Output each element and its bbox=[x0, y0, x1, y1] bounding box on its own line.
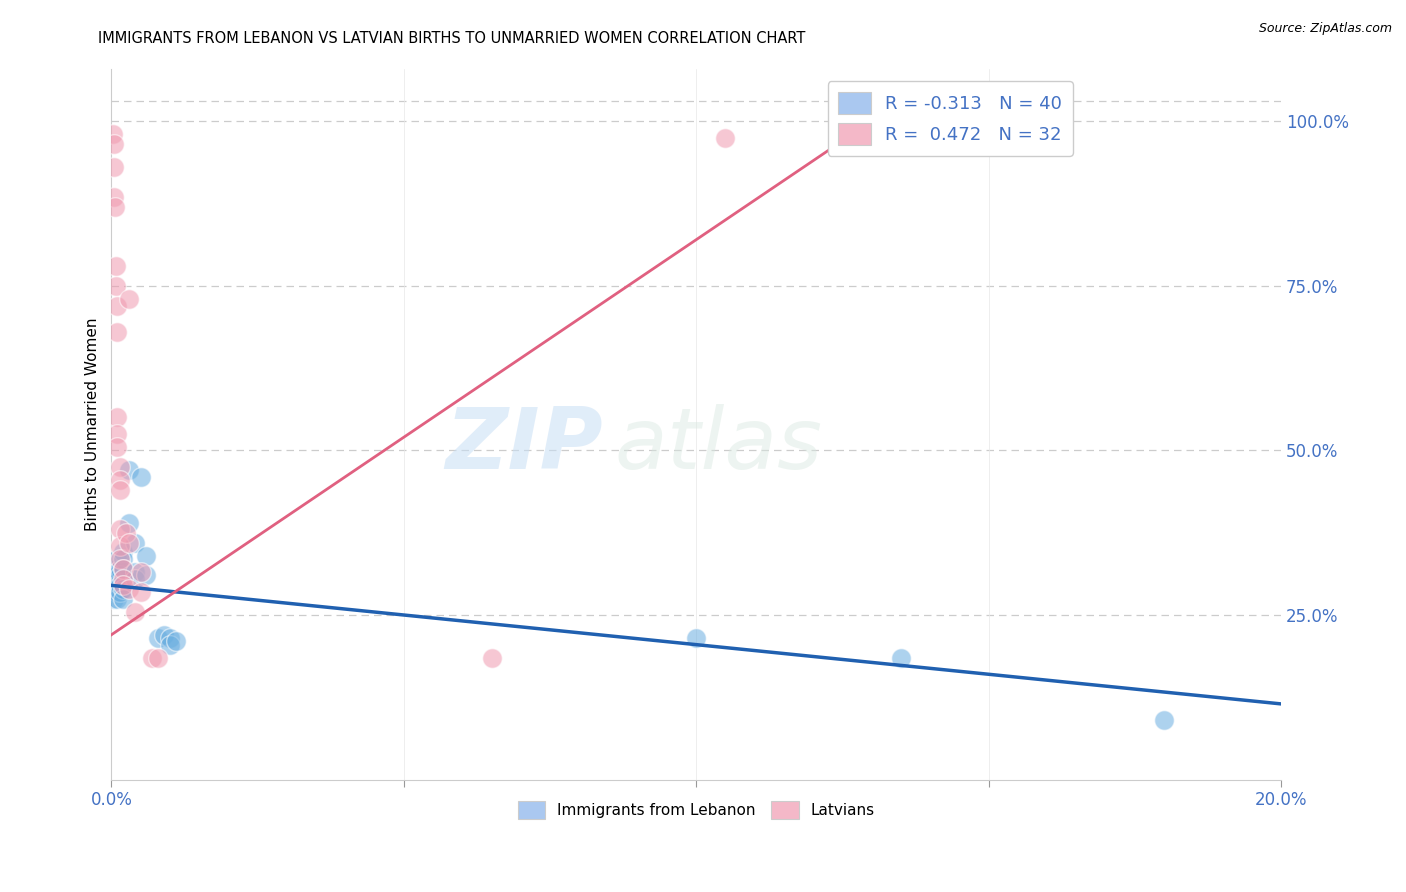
Point bbox=[101, 128, 124, 142]
Text: atlas: atlas bbox=[614, 404, 823, 487]
Point bbox=[105, 575, 128, 590]
Point bbox=[104, 568, 127, 582]
Point bbox=[108, 562, 131, 576]
Point bbox=[685, 631, 707, 645]
Point bbox=[103, 591, 125, 606]
Point bbox=[714, 130, 737, 145]
Point bbox=[118, 582, 141, 596]
Point bbox=[118, 463, 141, 477]
Point bbox=[124, 605, 146, 619]
Point bbox=[108, 523, 131, 537]
Point bbox=[118, 292, 141, 306]
Point bbox=[112, 545, 135, 559]
Point bbox=[105, 578, 128, 592]
Point bbox=[105, 552, 128, 566]
Point bbox=[129, 469, 152, 483]
Point bbox=[129, 585, 152, 599]
Point bbox=[105, 426, 128, 441]
Point bbox=[112, 552, 135, 566]
Point bbox=[105, 440, 128, 454]
Point bbox=[159, 631, 181, 645]
Point bbox=[124, 535, 146, 549]
Point bbox=[103, 585, 125, 599]
Point bbox=[103, 190, 125, 204]
Point bbox=[135, 549, 157, 563]
Point bbox=[108, 578, 131, 592]
Point bbox=[165, 634, 187, 648]
Point bbox=[104, 582, 127, 596]
Point bbox=[103, 137, 125, 152]
Point bbox=[105, 585, 128, 599]
Point bbox=[112, 591, 135, 606]
Point bbox=[112, 572, 135, 586]
Point bbox=[115, 525, 138, 540]
Legend: Immigrants from Lebanon, Latvians: Immigrants from Lebanon, Latvians bbox=[512, 795, 882, 825]
Point bbox=[105, 410, 128, 425]
Point bbox=[159, 638, 181, 652]
Point bbox=[112, 562, 135, 576]
Y-axis label: Births to Unmarried Women: Births to Unmarried Women bbox=[86, 318, 100, 531]
Point bbox=[105, 325, 128, 339]
Point bbox=[141, 650, 163, 665]
Point bbox=[104, 575, 127, 590]
Point bbox=[481, 650, 503, 665]
Point bbox=[112, 562, 135, 576]
Point bbox=[108, 459, 131, 474]
Point bbox=[108, 483, 131, 497]
Point bbox=[118, 535, 141, 549]
Point bbox=[108, 539, 131, 553]
Point bbox=[105, 568, 128, 582]
Point bbox=[124, 565, 146, 579]
Point bbox=[148, 631, 170, 645]
Point bbox=[103, 572, 125, 586]
Point bbox=[148, 650, 170, 665]
Point bbox=[105, 591, 128, 606]
Text: ZIP: ZIP bbox=[444, 404, 603, 487]
Point bbox=[104, 200, 127, 214]
Point bbox=[118, 516, 141, 530]
Point bbox=[124, 572, 146, 586]
Text: IMMIGRANTS FROM LEBANON VS LATVIAN BIRTHS TO UNMARRIED WOMEN CORRELATION CHART: IMMIGRANTS FROM LEBANON VS LATVIAN BIRTH… bbox=[98, 31, 806, 46]
Point bbox=[104, 259, 127, 273]
Point bbox=[103, 161, 125, 175]
Point bbox=[112, 578, 135, 592]
Point bbox=[1153, 714, 1175, 728]
Text: Source: ZipAtlas.com: Source: ZipAtlas.com bbox=[1258, 22, 1392, 36]
Point bbox=[112, 582, 135, 596]
Point bbox=[104, 562, 127, 576]
Point bbox=[105, 565, 128, 579]
Point bbox=[153, 628, 176, 642]
Point bbox=[129, 565, 152, 579]
Point bbox=[104, 278, 127, 293]
Point bbox=[890, 650, 912, 665]
Point bbox=[105, 299, 128, 313]
Point bbox=[108, 473, 131, 487]
Point bbox=[108, 568, 131, 582]
Point bbox=[108, 585, 131, 599]
Point bbox=[135, 568, 157, 582]
Point bbox=[103, 578, 125, 592]
Point bbox=[108, 552, 131, 566]
